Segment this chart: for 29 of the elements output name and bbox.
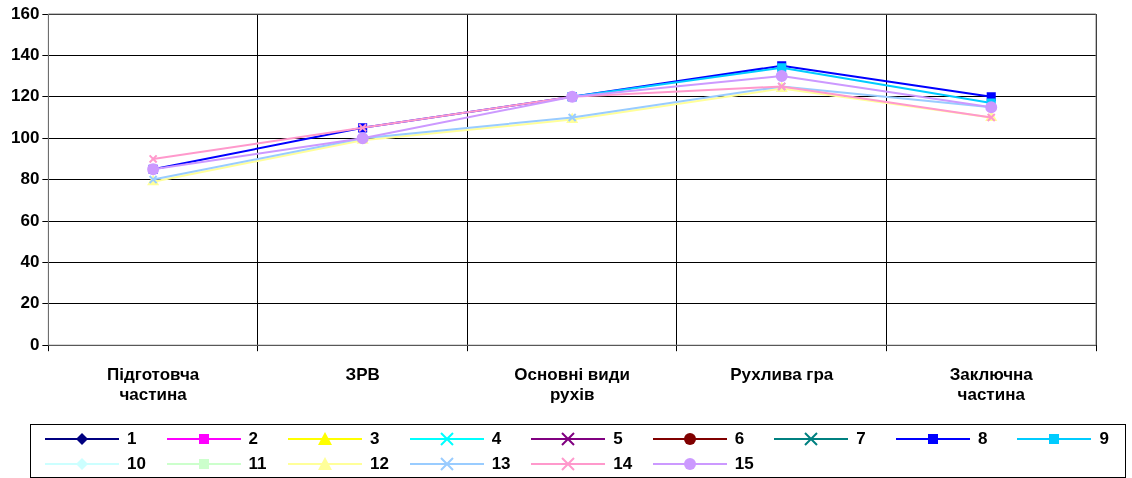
legend-label: 9 xyxy=(1099,428,1109,449)
x-tick-label: Основні види рухів xyxy=(514,365,630,405)
legend-label: 3 xyxy=(370,428,380,449)
legend-label: 8 xyxy=(977,428,988,449)
legend-label: 1 xyxy=(127,428,137,449)
x-tick-label: ЗРВ xyxy=(345,365,380,385)
legend-label: 13 xyxy=(491,453,511,474)
x-tick-label: Рухлива гра xyxy=(730,365,834,385)
legend-label: 11 xyxy=(248,453,267,474)
legend-label: 14 xyxy=(613,453,633,474)
y-tick-label: 140 xyxy=(10,45,40,65)
legend-label: 2 xyxy=(248,428,259,449)
y-tick-label: 80 xyxy=(20,169,40,189)
legend-label: 7 xyxy=(856,428,866,449)
x-tick-label: Заключна частина xyxy=(949,365,1034,405)
y-tick-label: 40 xyxy=(20,252,40,272)
legend-label: 12 xyxy=(370,453,390,474)
legend-label: 15 xyxy=(734,453,754,474)
x-tick-label: Підготовча частина xyxy=(107,365,200,405)
y-tick-label: 20 xyxy=(20,293,40,313)
y-tick-label: 160 xyxy=(10,3,40,23)
y-tick-label: 60 xyxy=(20,210,40,230)
legend-label: 5 xyxy=(613,428,623,449)
legend-label: 10 xyxy=(127,453,146,474)
y-tick-label: 0 xyxy=(29,334,40,354)
legend-label: 4 xyxy=(491,428,502,449)
y-tick-label: 120 xyxy=(10,86,40,106)
legend-label: 6 xyxy=(734,428,745,449)
y-tick-label: 100 xyxy=(10,127,40,147)
